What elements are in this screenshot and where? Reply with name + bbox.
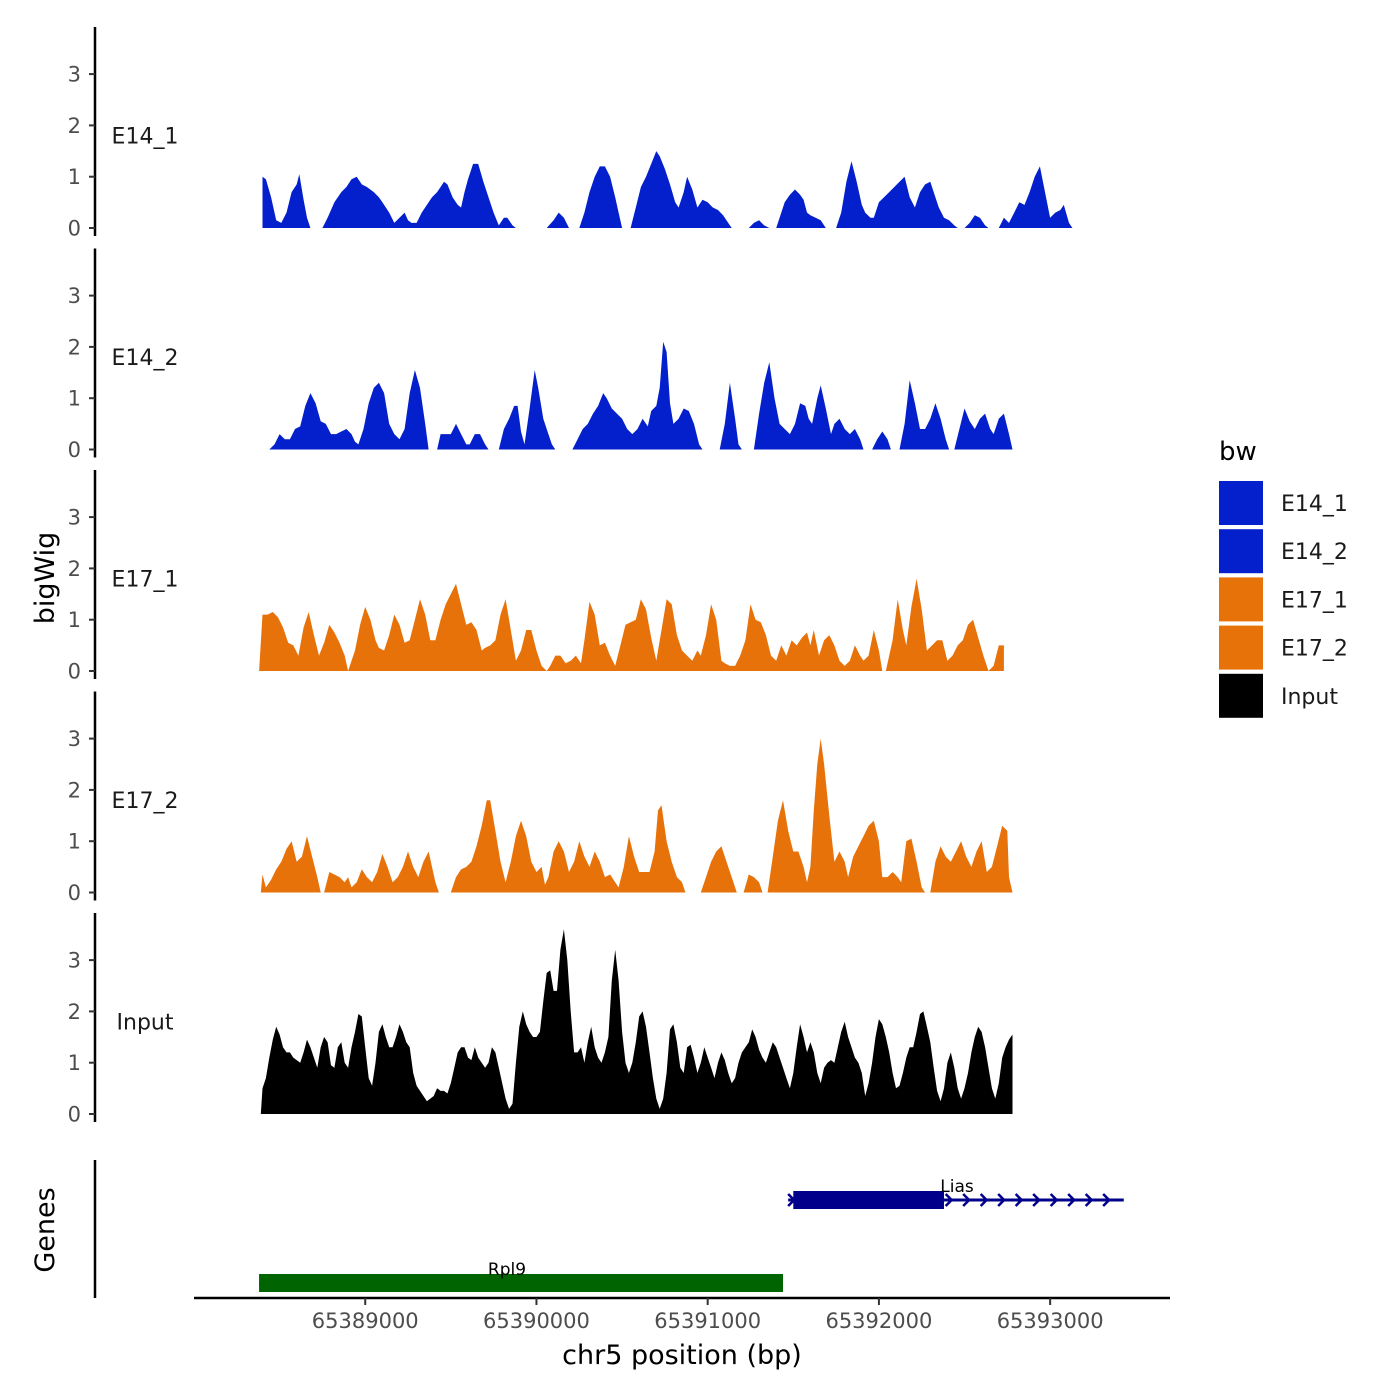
- y-tick-label: 0: [68, 881, 81, 905]
- y-axis-title: bigWig: [30, 532, 61, 625]
- track-label-e14-2: E14_2: [112, 346, 179, 371]
- legend-swatch-e17-2: [1217, 623, 1265, 672]
- legend-title: bw: [1219, 437, 1257, 467]
- x-tick-label: 65391000: [654, 1309, 761, 1333]
- gene-exon: [793, 1191, 944, 1209]
- signal-area-e17-2: [260, 738, 1013, 893]
- y-tick-label: 2: [68, 557, 81, 581]
- strand-arrow: [1014, 1193, 1024, 1207]
- strand-arrow: [1102, 1193, 1111, 1207]
- track-label-e14-1: E14_1: [112, 125, 179, 150]
- y-tick-label: 3: [68, 284, 81, 308]
- gene-rpl9: Rpl9: [259, 1260, 784, 1292]
- strand-arrow: [962, 1193, 971, 1207]
- y-tick-label: 3: [68, 727, 81, 751]
- strand-arrow: [1067, 1193, 1076, 1207]
- y-tick-label: 0: [68, 660, 81, 684]
- y-tick-label: 2: [68, 335, 81, 359]
- strand-arrow: [1049, 1193, 1059, 1207]
- x-axis-title: chr5 position (bp): [562, 1340, 802, 1371]
- signal-area-e14-2: [269, 341, 1013, 450]
- legend-label-e17-2: E17_2: [1281, 637, 1348, 662]
- gene-lias: Lias: [787, 1177, 1124, 1209]
- y-tick-label: 2: [68, 1000, 81, 1024]
- strand-arrow: [1032, 1193, 1041, 1207]
- legend: bw E14_1 E14_2 E17_1 E17_2 Input: [1217, 437, 1348, 720]
- strand-arrow: [1084, 1193, 1094, 1207]
- x-tick-label: 65393000: [997, 1309, 1104, 1333]
- legend-swatch-input: [1217, 671, 1265, 720]
- gene-label-rpl9: Rpl9: [488, 1260, 526, 1280]
- gene-label-lias: Lias: [940, 1177, 974, 1197]
- y-tick-label: 2: [68, 114, 81, 138]
- legend-label-input: Input: [1281, 685, 1338, 710]
- y-tick-label: 3: [68, 506, 81, 530]
- y-tick-label: 1: [68, 1051, 81, 1075]
- track-e17-2: 0 1 2 3 E17_2: [68, 691, 1013, 905]
- gene-exon: [259, 1274, 784, 1292]
- y-tick-label: 1: [68, 608, 81, 632]
- legend-swatch-e14-1: [1217, 479, 1265, 527]
- y-tick-label: 3: [68, 949, 81, 973]
- track-label-e17-2: E17_2: [112, 789, 179, 814]
- strand-arrow: [944, 1193, 954, 1207]
- signal-area-input: [260, 929, 1013, 1114]
- strand-arrow: [979, 1193, 989, 1207]
- x-tick-label: 65390000: [483, 1309, 590, 1333]
- track-label-input: Input: [117, 1011, 174, 1036]
- x-axis: 65389000 65390000 65391000 65392000 65393000: [194, 1296, 1170, 1333]
- signal-area-e14-1: [262, 151, 1073, 228]
- strand-arrow: [997, 1193, 1006, 1207]
- legend-swatch-e14-2: [1217, 527, 1265, 576]
- x-tick-label: 65389000: [312, 1309, 419, 1333]
- track-e14-1: 0 1 2 3 E14_1: [68, 27, 1073, 241]
- y-tick-label: 3: [68, 63, 81, 87]
- x-tick-label: 65392000: [825, 1309, 932, 1333]
- y-tick-label: 0: [68, 438, 81, 462]
- track-e17-1: 0 1 2 3 E17_1: [68, 470, 1004, 684]
- y-tick-label: 1: [68, 387, 81, 411]
- y-tick-label: 2: [68, 778, 81, 802]
- y-tick-label: 0: [68, 217, 81, 241]
- track-label-e17-1: E17_1: [112, 568, 179, 593]
- track-input: 0 1 2 3 Input: [68, 913, 1013, 1127]
- signal-area-e17-1: [259, 578, 1004, 671]
- y-tick-label: 1: [68, 165, 81, 189]
- legend-swatch-e17-1: [1217, 575, 1265, 624]
- genes-axis-title: Genes: [30, 1187, 61, 1272]
- gene-track: Rpl9 Lias: [93, 1160, 1124, 1298]
- y-tick-label: 1: [68, 830, 81, 854]
- legend-label-e14-1: E14_1: [1281, 492, 1348, 517]
- legend-label-e14-2: E14_2: [1281, 540, 1348, 565]
- legend-label-e17-1: E17_1: [1281, 588, 1348, 613]
- track-e14-2: 0 1 2 3 E14_2: [68, 248, 1013, 462]
- signal-tracks: 0 1 2 3 E14_1 0 1 2 3 E14_2 0 1 2 3 E17_1 0 1 2 3 E17_2 0 1 2 3…: [68, 27, 1073, 1127]
- y-tick-label: 0: [68, 1103, 81, 1127]
